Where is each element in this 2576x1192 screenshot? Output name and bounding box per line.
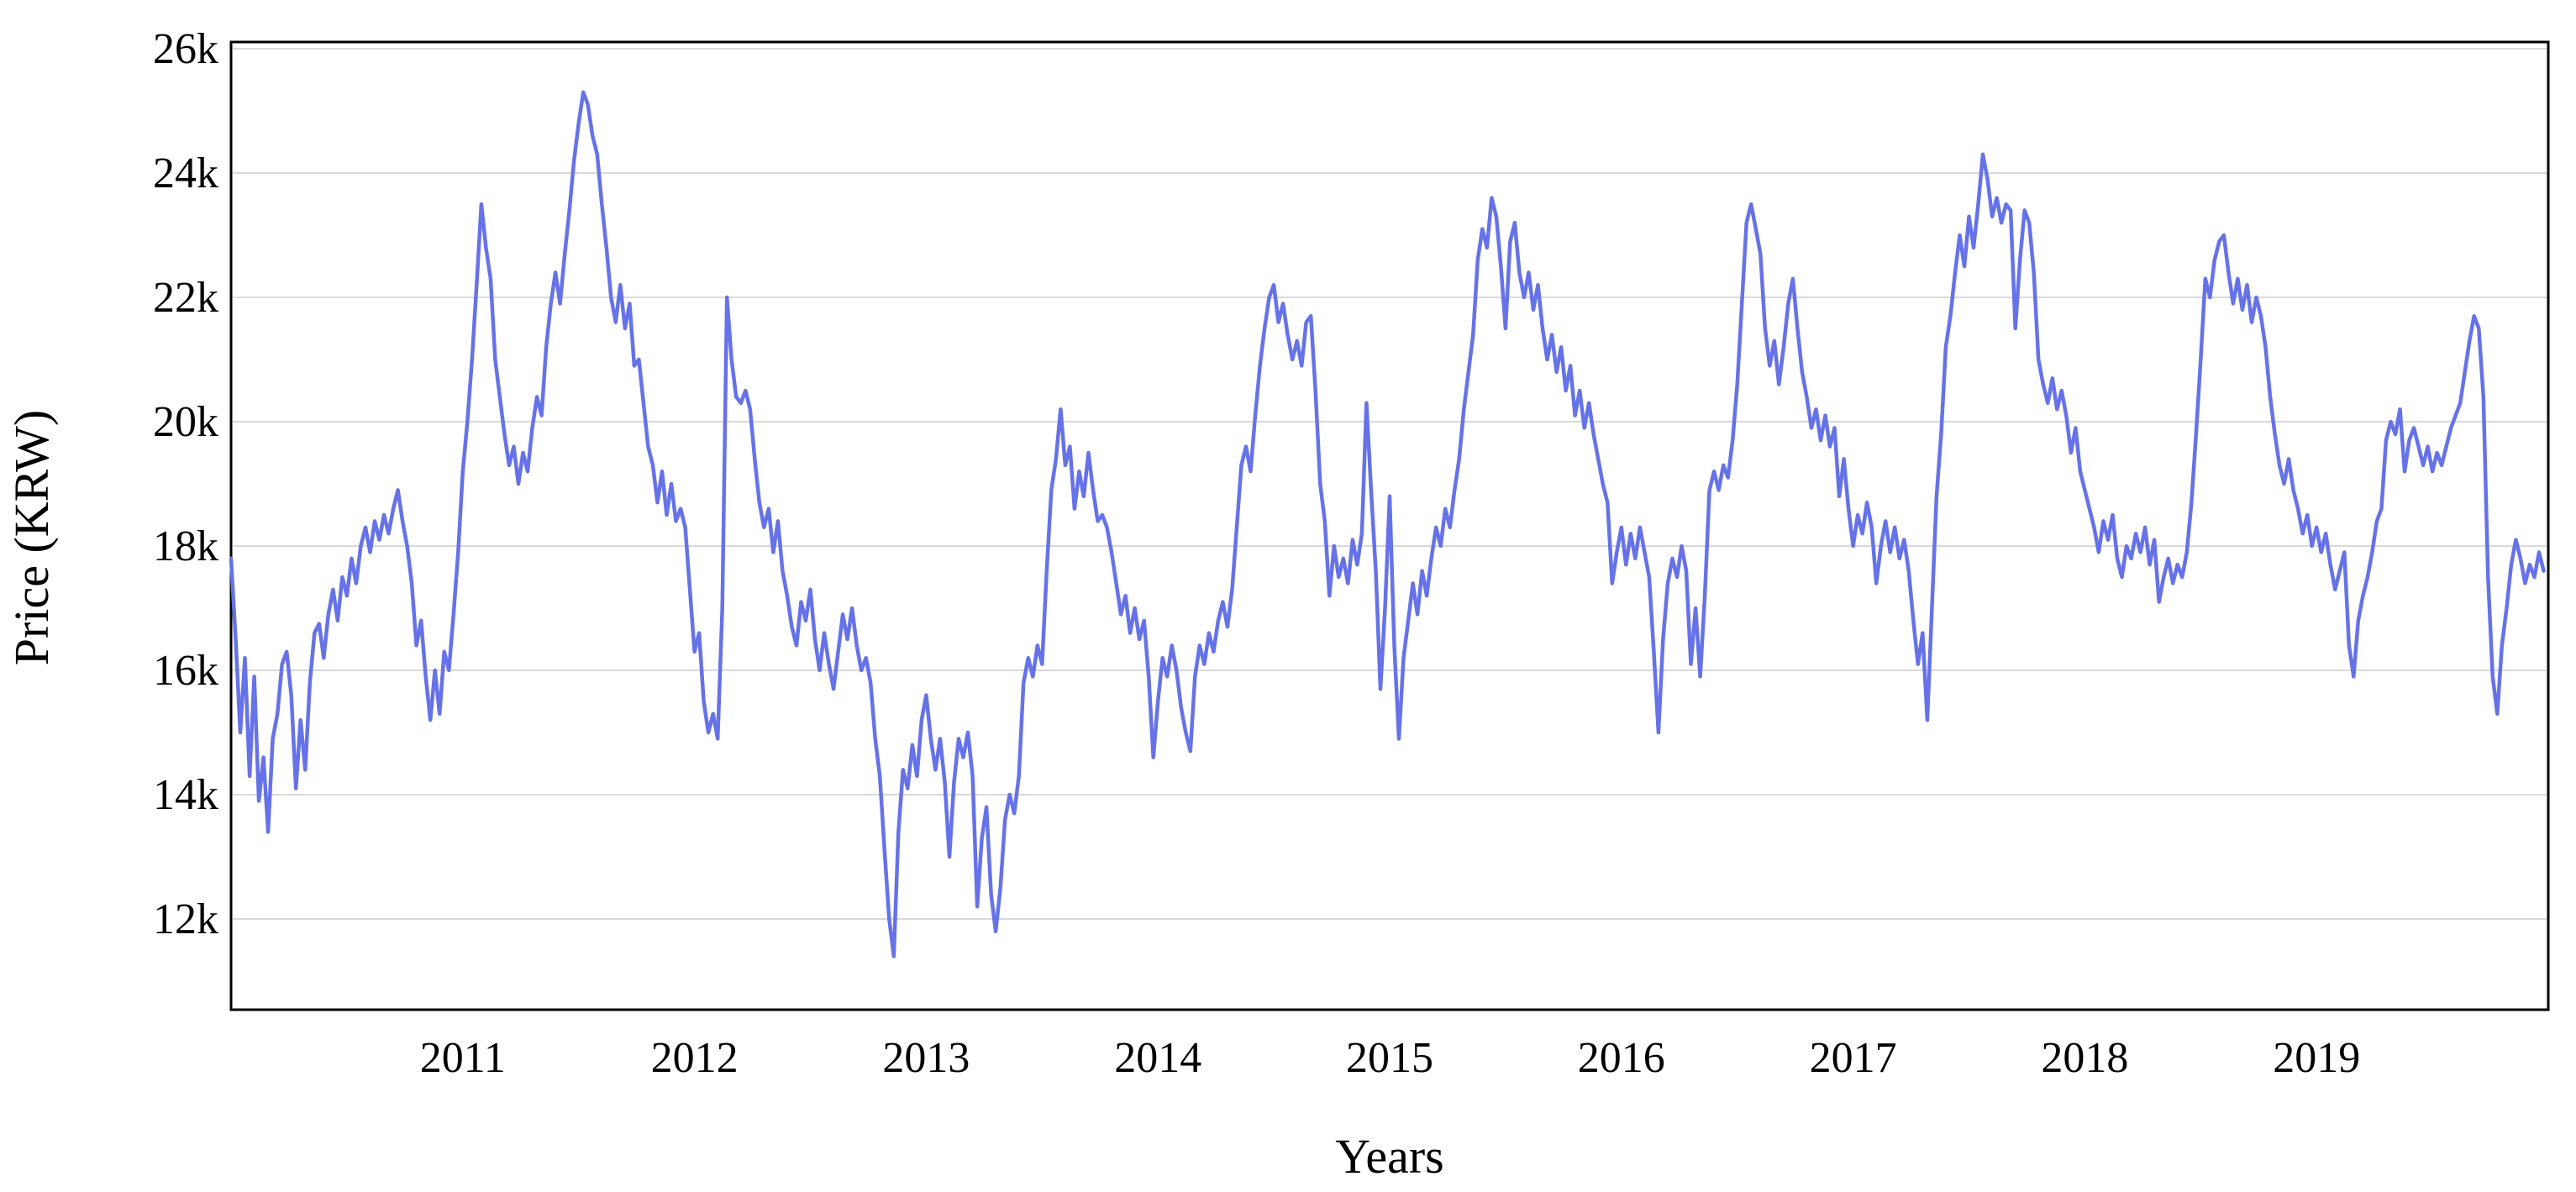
x-tick-label: 2017 [1810,1034,1897,1082]
x-tick-label: 2018 [2041,1034,2128,1082]
y-axis-title: Price (KRW) [4,410,59,665]
x-axis-tick-labels: 2011 2012 2013 2014 2015 2016 2017 2018 2019 [420,1034,2360,1082]
x-tick-label: 2014 [1114,1034,1201,1082]
y-tick-label: 26k [153,25,218,73]
y-axis-tick-labels: 26k 24k 22k 20k 18k 16k 14k 12k [153,25,218,943]
x-tick-label: 2015 [1346,1034,1433,1082]
y-tick-label: 16k [153,647,218,695]
y-tick-label: 24k [153,150,218,197]
gridlines [233,48,2547,920]
x-axis-title: Years [1335,1129,1443,1184]
y-tick-label: 18k [153,522,218,570]
plot-frame [229,40,2550,1011]
x-tick-label: 2013 [882,1034,970,1082]
x-tick-label: 2012 [651,1034,739,1082]
y-tick-label: 14k [153,771,218,819]
y-tick-label: 12k [153,895,218,943]
x-tick-label: 2011 [420,1034,506,1082]
y-tick-label: 22k [153,274,218,322]
price-line-series [229,90,2546,958]
x-tick-label: 2016 [1578,1034,1665,1082]
x-tick-label: 2019 [2273,1034,2360,1082]
y-tick-label: 20k [153,398,218,446]
